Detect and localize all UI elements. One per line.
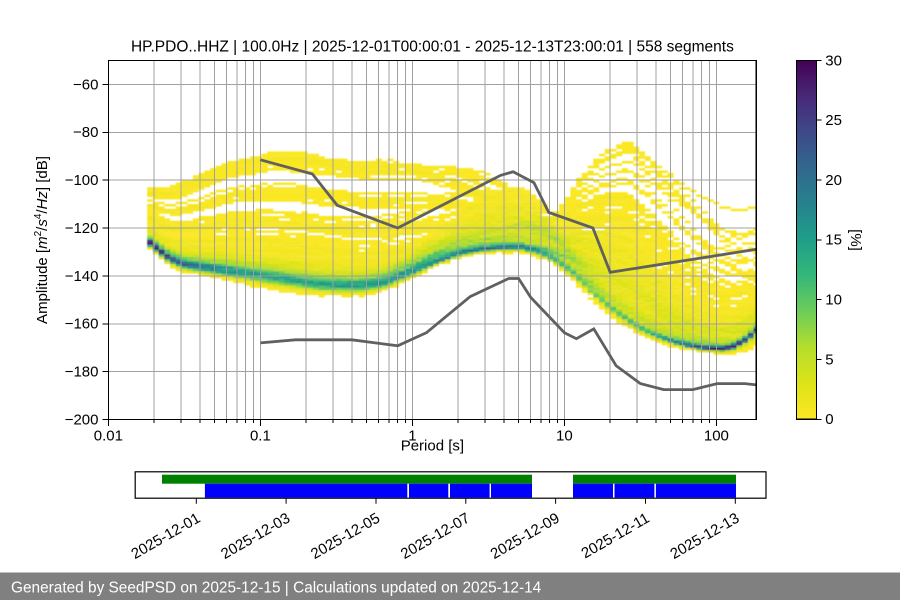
svg-text:2025-12-13: 2025-12-13	[667, 510, 742, 563]
svg-text:10: 10	[825, 292, 842, 309]
svg-text:2025-12-01: 2025-12-01	[128, 510, 203, 563]
svg-text:−160: −160	[65, 316, 99, 333]
svg-text:−140: −140	[65, 268, 99, 285]
svg-text:0.1: 0.1	[250, 427, 271, 444]
svg-text:2025-12-03: 2025-12-03	[218, 510, 293, 563]
svg-text:−60: −60	[73, 76, 98, 93]
svg-text:15: 15	[825, 232, 842, 249]
svg-text:−200: −200	[65, 411, 99, 428]
svg-text:HP.PDO..HHZ | 100.0Hz | 2025-1: HP.PDO..HHZ | 100.0Hz | 2025-12-01T00:00…	[131, 38, 734, 55]
svg-text:25: 25	[825, 112, 842, 129]
svg-text:1: 1	[408, 427, 416, 444]
svg-text:2025-12-09: 2025-12-09	[488, 510, 563, 563]
svg-text:5: 5	[825, 351, 833, 368]
svg-text:0: 0	[825, 411, 833, 428]
svg-text:Generated by SeedPSD on 2025-1: Generated by SeedPSD on 2025-12-15 | Cal…	[11, 580, 542, 597]
svg-text:100: 100	[704, 427, 729, 444]
svg-text:10: 10	[556, 427, 573, 444]
svg-text:Period [s]: Period [s]	[401, 438, 464, 455]
svg-text:[%]: [%]	[847, 229, 864, 251]
svg-text:−120: −120	[65, 220, 99, 237]
svg-text:−80: −80	[73, 124, 98, 141]
svg-text:30: 30	[825, 52, 842, 69]
svg-text:−100: −100	[65, 172, 99, 189]
svg-text:2025-12-05: 2025-12-05	[308, 510, 383, 563]
svg-text:0.01: 0.01	[94, 427, 123, 444]
svg-text:2025-12-07: 2025-12-07	[398, 510, 473, 563]
svg-text:20: 20	[825, 172, 842, 189]
svg-text:Amplitude [m2/s4/Hz] [dB]: Amplitude [m2/s4/Hz] [dB]	[33, 156, 51, 324]
svg-text:−180: −180	[65, 364, 99, 381]
svg-text:2025-12-11: 2025-12-11	[579, 510, 653, 563]
